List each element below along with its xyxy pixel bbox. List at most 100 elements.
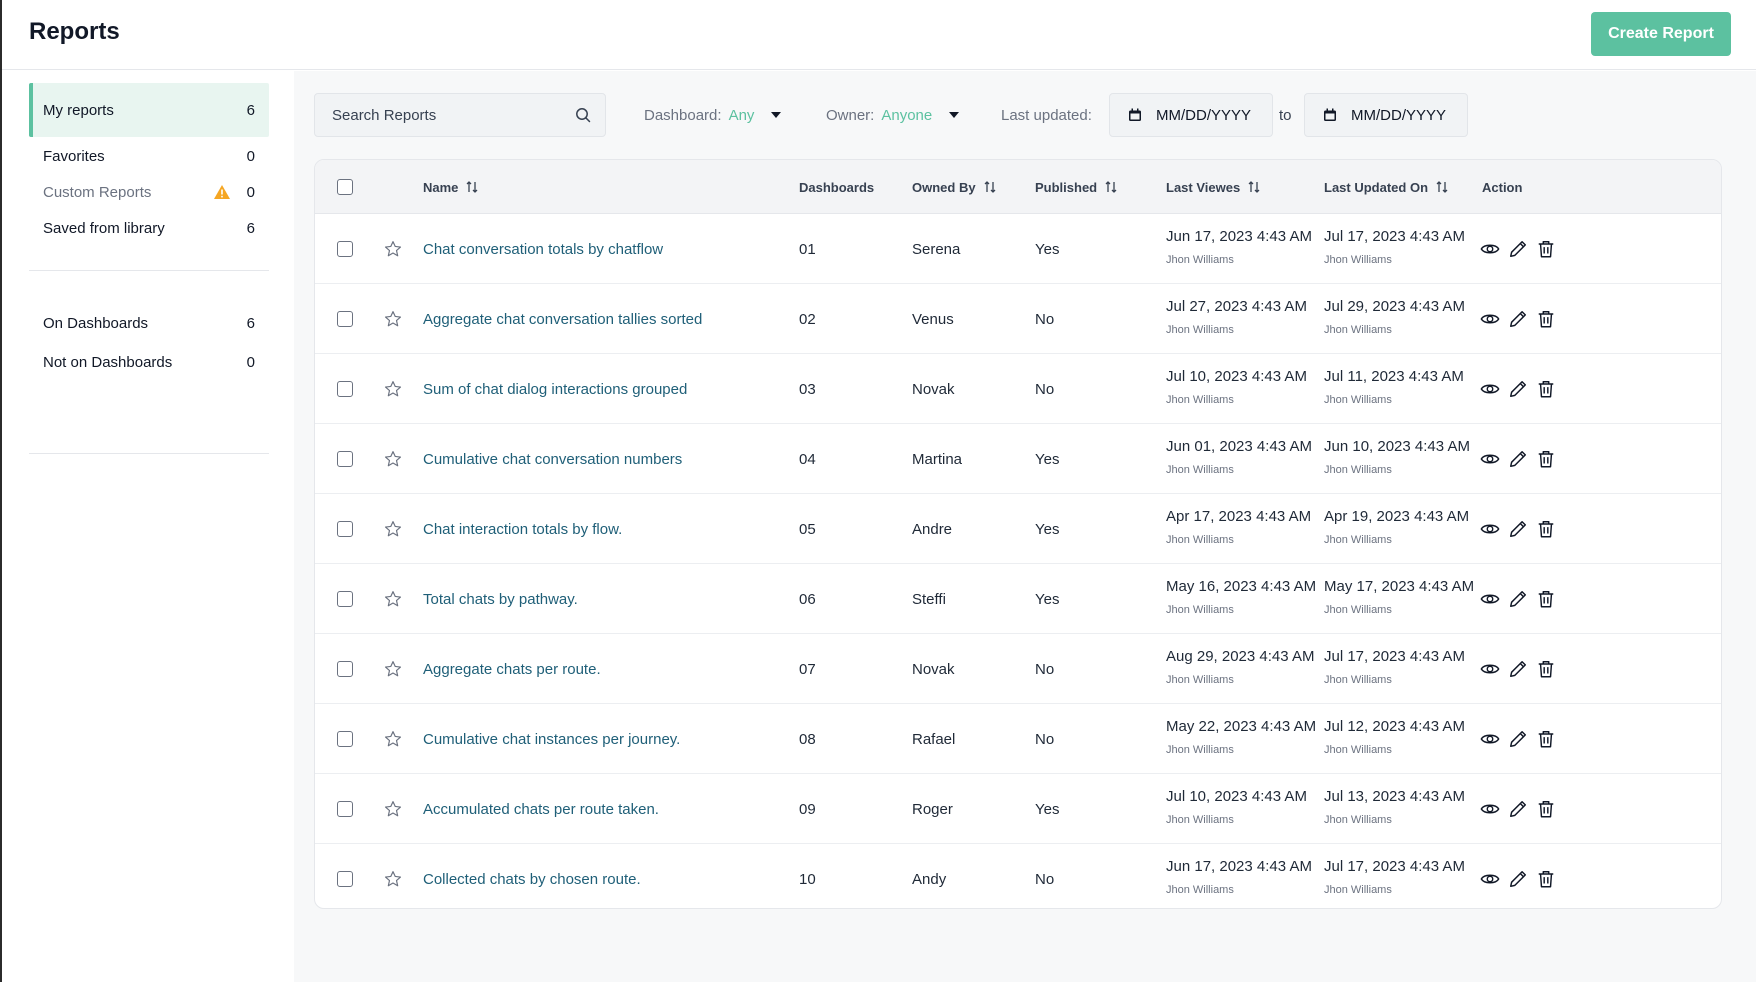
date-to-field[interactable]: MM/DD/YYYY (1304, 93, 1468, 137)
search-icon[interactable] (575, 107, 591, 123)
trash-icon[interactable] (1536, 519, 1556, 539)
sidebar-item-my-reports[interactable]: My reports 6 (29, 83, 269, 137)
last-viewed-cell: Jun 01, 2023 4:43 AM Jhon Williams (1166, 438, 1312, 476)
row-checkbox[interactable] (337, 311, 353, 327)
pencil-icon[interactable] (1508, 869, 1528, 889)
eye-icon[interactable] (1480, 379, 1500, 399)
eye-icon[interactable] (1480, 869, 1500, 889)
sidebar-item-label: Not on Dashboards (43, 353, 173, 371)
pencil-icon[interactable] (1508, 799, 1528, 819)
last-updated-date: May 17, 2023 4:43 AM (1324, 578, 1475, 595)
sidebar-item-saved-from-library[interactable]: Saved from library 6 (29, 211, 269, 245)
sort-icon[interactable] (1248, 181, 1260, 193)
row-checkbox[interactable] (337, 451, 353, 467)
report-name-link[interactable]: Aggregate chats per route. (423, 660, 601, 678)
eye-icon[interactable] (1480, 239, 1500, 259)
dashboard-filter[interactable]: Dashboard: Any (644, 93, 782, 137)
trash-icon[interactable] (1536, 239, 1556, 259)
trash-icon[interactable] (1536, 729, 1556, 749)
last-updated-date: Jul 17, 2023 4:43 AM (1324, 228, 1465, 245)
report-name-link[interactable]: Cumulative chat conversation numbers (423, 450, 683, 468)
sidebar-item-custom-reports[interactable]: Custom Reports 0 (29, 175, 269, 209)
sidebar-item-favorites[interactable]: Favorites 0 (29, 139, 269, 173)
pencil-icon[interactable] (1508, 449, 1528, 469)
row-checkbox[interactable] (337, 661, 353, 677)
pencil-icon[interactable] (1508, 239, 1528, 259)
owner-filter[interactable]: Owner: Anyone (826, 93, 960, 137)
owner-filter-label: Owner: (826, 106, 875, 124)
row-checkbox[interactable] (337, 591, 353, 607)
pencil-icon[interactable] (1508, 309, 1528, 329)
eye-icon[interactable] (1480, 309, 1500, 329)
owner-cell: Venus (912, 310, 954, 328)
trash-icon[interactable] (1536, 869, 1556, 889)
star-icon[interactable] (384, 730, 402, 748)
eye-icon[interactable] (1480, 519, 1500, 539)
sidebar-item-not-on-dashboards[interactable]: Not on Dashboards 0 (29, 345, 269, 379)
star-icon[interactable] (384, 590, 402, 608)
trash-icon[interactable] (1536, 379, 1556, 399)
column-header-label: Last Viewes (1166, 179, 1241, 195)
sidebar-item-on-dashboards[interactable]: On Dashboards 6 (29, 306, 269, 340)
star-icon[interactable] (384, 310, 402, 328)
date-from-field[interactable]: MM/DD/YYYY (1109, 93, 1273, 137)
column-header-owned-by[interactable]: Owned By (912, 160, 996, 214)
caret-down-icon (771, 112, 782, 118)
trash-icon[interactable] (1536, 659, 1556, 679)
column-header-label: Dashboards (799, 179, 875, 195)
calendar-icon (1324, 108, 1336, 121)
report-name-link[interactable]: Aggregate chat conversation tallies sort… (423, 310, 703, 328)
trash-icon[interactable] (1536, 799, 1556, 819)
column-header-name[interactable]: Name (423, 160, 478, 214)
report-name-link[interactable]: Chat conversation totals by chatflow (423, 240, 664, 258)
trash-icon[interactable] (1536, 309, 1556, 329)
report-name-link[interactable]: Sum of chat dialog interactions grouped (423, 380, 688, 398)
sort-icon[interactable] (466, 181, 478, 193)
pencil-icon[interactable] (1508, 729, 1528, 749)
row-checkbox[interactable] (337, 731, 353, 747)
star-icon[interactable] (384, 800, 402, 818)
report-name-link[interactable]: Chat interaction totals by flow. (423, 520, 623, 538)
last-viewed-date: Jul 10, 2023 4:43 AM (1166, 368, 1307, 385)
eye-icon[interactable] (1480, 449, 1500, 469)
star-icon[interactable] (384, 380, 402, 398)
pencil-icon[interactable] (1508, 519, 1528, 539)
published-cell: No (1035, 730, 1055, 748)
date-from-placeholder: MM/DD/YYYY (1156, 106, 1252, 124)
eye-icon[interactable] (1480, 589, 1500, 609)
trash-icon[interactable] (1536, 589, 1556, 609)
eye-icon[interactable] (1480, 799, 1500, 819)
row-checkbox[interactable] (337, 241, 353, 257)
star-icon[interactable] (384, 240, 402, 258)
sort-icon[interactable] (1105, 181, 1117, 193)
star-icon[interactable] (384, 450, 402, 468)
pencil-icon[interactable] (1508, 379, 1528, 399)
report-name-link[interactable]: Cumulative chat instances per journey. (423, 730, 681, 748)
create-report-button[interactable]: Create Report (1591, 12, 1731, 56)
last-updated-cell: Jul 12, 2023 4:43 AM Jhon Williams (1324, 718, 1465, 756)
column-header-published[interactable]: Published (1035, 160, 1117, 214)
star-icon[interactable] (384, 870, 402, 888)
pencil-icon[interactable] (1508, 659, 1528, 679)
row-checkbox[interactable] (337, 871, 353, 887)
report-name-link[interactable]: Total chats by pathway. (423, 590, 578, 608)
star-icon[interactable] (384, 660, 402, 678)
row-checkbox[interactable] (337, 801, 353, 817)
sort-icon[interactable] (1436, 181, 1448, 193)
sort-icon[interactable] (984, 181, 996, 193)
column-header-last-updated[interactable]: Last Updated On (1324, 160, 1448, 214)
published-cell: Yes (1035, 800, 1060, 818)
search-input[interactable] (332, 106, 575, 124)
eye-icon[interactable] (1480, 659, 1500, 679)
row-checkbox[interactable] (337, 381, 353, 397)
column-header-last-viewed[interactable]: Last Viewes (1166, 160, 1260, 214)
trash-icon[interactable] (1536, 449, 1556, 469)
star-icon[interactable] (384, 520, 402, 538)
pencil-icon[interactable] (1508, 589, 1528, 609)
report-name-link[interactable]: Accumulated chats per route taken. (423, 800, 659, 818)
last-updated-user: Jhon Williams (1324, 464, 1392, 476)
select-all-checkbox[interactable] (337, 179, 353, 195)
report-name-link[interactable]: Collected chats by chosen route. (423, 870, 641, 888)
row-checkbox[interactable] (337, 521, 353, 537)
eye-icon[interactable] (1480, 729, 1500, 749)
